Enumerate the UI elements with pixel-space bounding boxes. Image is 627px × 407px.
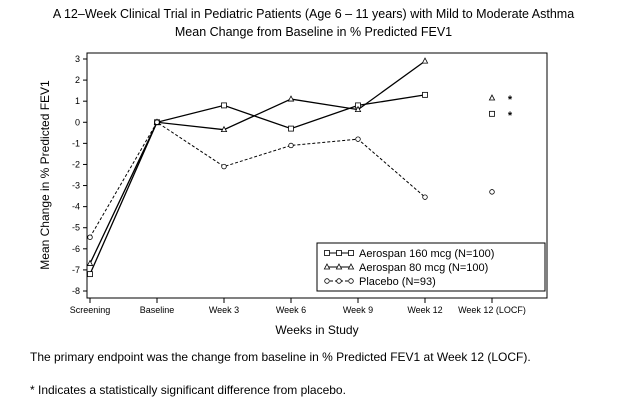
locf-point — [489, 189, 495, 195]
chart-title: A 12–Week Clinical Trial in Pediatric Pa… — [52, 7, 575, 21]
x-axis-label: Weeks in Study — [275, 323, 358, 337]
legend-box — [316, 242, 546, 292]
x-tick-label: Week 9 — [343, 305, 373, 315]
legend-marker — [335, 263, 343, 270]
chart-subtitle: Mean Change from Baseline in % Predicted… — [174, 25, 453, 39]
data-point — [422, 91, 428, 98]
legend-marker — [323, 263, 331, 270]
significance-marker: * — [508, 110, 513, 122]
significance-footnote: * Indicates a statistically significant … — [30, 383, 346, 397]
legend-marker — [324, 278, 330, 284]
data-point — [422, 194, 428, 200]
series-line-3 — [89, 121, 426, 238]
legend-marker — [348, 278, 354, 284]
y-tick-label: -5 — [72, 223, 80, 233]
series-line-2 — [89, 60, 426, 264]
locf-point — [489, 110, 495, 117]
primary-endpoint-note: The primary endpoint was the change from… — [30, 350, 531, 364]
data-point — [86, 259, 94, 266]
x-tick-label: Week 12 — [407, 305, 442, 315]
y-tick-label: -1 — [72, 138, 80, 148]
y-axis-label: Mean Change in % Predicted FEV1 — [38, 80, 52, 270]
y-tick-label: -8 — [72, 286, 80, 296]
significance-marker: * — [508, 94, 513, 106]
legend-label: Aerospan 80 mcg (N=100) — [359, 262, 488, 274]
data-point — [354, 105, 362, 113]
x-tick-label: Week 12 (LOCF) — [458, 305, 526, 315]
x-tick-label: Baseline — [140, 305, 175, 315]
y-tick-label: -2 — [72, 159, 80, 169]
data-point — [288, 125, 294, 132]
data-point — [421, 57, 429, 64]
y-tick-label: 3 — [75, 54, 80, 64]
legend-label: Aerospan 160 mcg (N=100) — [359, 248, 494, 260]
legend-label: Placebo (N=93) — [359, 276, 436, 288]
legend-marker — [348, 250, 354, 256]
y-tick-label: 0 — [75, 117, 80, 127]
x-tick-label: Screening — [70, 305, 111, 315]
data-point — [355, 136, 361, 142]
y-tick-label: -4 — [72, 202, 80, 212]
y-tick-label: 2 — [75, 75, 80, 85]
series-line-1 — [89, 94, 426, 275]
data-point — [154, 119, 160, 125]
data-point — [221, 163, 227, 170]
legend-marker — [336, 278, 342, 284]
data-point — [288, 142, 294, 149]
y-tick-label: 1 — [75, 96, 80, 106]
plot-frame — [86, 52, 548, 299]
legend-marker — [336, 250, 342, 256]
y-tick-label: -7 — [72, 265, 80, 275]
x-tick-label: Week 6 — [276, 305, 306, 315]
x-tick-label: Week 3 — [209, 305, 239, 315]
legend-marker — [324, 250, 330, 256]
data-point — [87, 271, 93, 278]
y-tick-label: -6 — [72, 244, 80, 254]
data-point — [221, 102, 227, 109]
legend-marker — [347, 263, 355, 270]
locf-point — [488, 94, 496, 101]
data-point — [87, 234, 93, 240]
data-point — [220, 125, 228, 133]
y-tick-label: -3 — [72, 181, 80, 191]
data-point — [287, 95, 295, 102]
